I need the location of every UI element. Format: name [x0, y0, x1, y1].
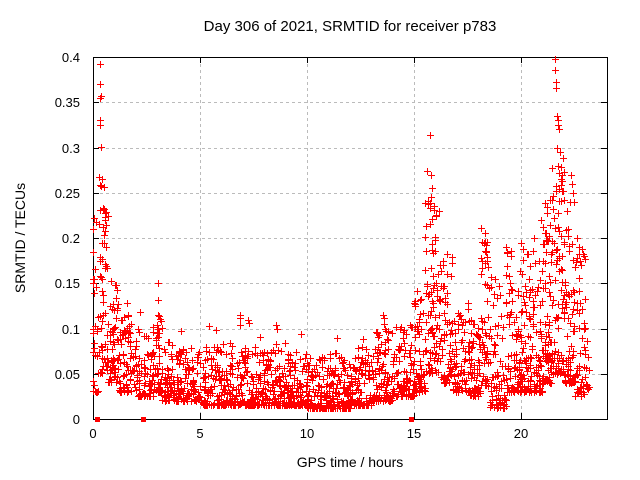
- x-tick-label: 5: [196, 426, 203, 441]
- y-tick-label: 0.35: [55, 95, 80, 110]
- x-tick-label: 10: [300, 426, 314, 441]
- baseline-square-marker: [95, 417, 100, 422]
- y-tick-label: 0: [73, 412, 80, 427]
- y-tick-label: 0.2: [62, 231, 80, 246]
- y-tick-labels: 0 0.05 0.1 0.15 0.2 0.25 0.3 0.35 0.4: [55, 50, 80, 427]
- y-axis-label: SRMTID / TECUs: [12, 183, 28, 293]
- x-axis-label: GPS time / hours: [297, 454, 404, 470]
- x-tick-label: 15: [407, 426, 421, 441]
- y-tick-label: 0.1: [62, 322, 80, 337]
- baseline-square-marker: [141, 417, 146, 422]
- plot-border: [93, 57, 608, 420]
- scatter-points: [90, 56, 593, 412]
- x-tick-label: 0: [89, 426, 96, 441]
- x-tick-label: 20: [514, 426, 528, 441]
- y-tick-label: 0.15: [55, 276, 80, 291]
- y-tick-label: 0.05: [55, 367, 80, 382]
- y-tick-label: 0.4: [62, 50, 80, 65]
- x-tick-labels: 0 5 10 15 20: [89, 426, 528, 441]
- baseline-markers: [95, 417, 414, 422]
- chart-title: Day 306 of 2021, SRMTID for receiver p78…: [204, 18, 497, 35]
- y-tick-label: 0.25: [55, 186, 80, 201]
- y-tick-label: 0.3: [62, 141, 80, 156]
- baseline-square-marker: [409, 417, 414, 422]
